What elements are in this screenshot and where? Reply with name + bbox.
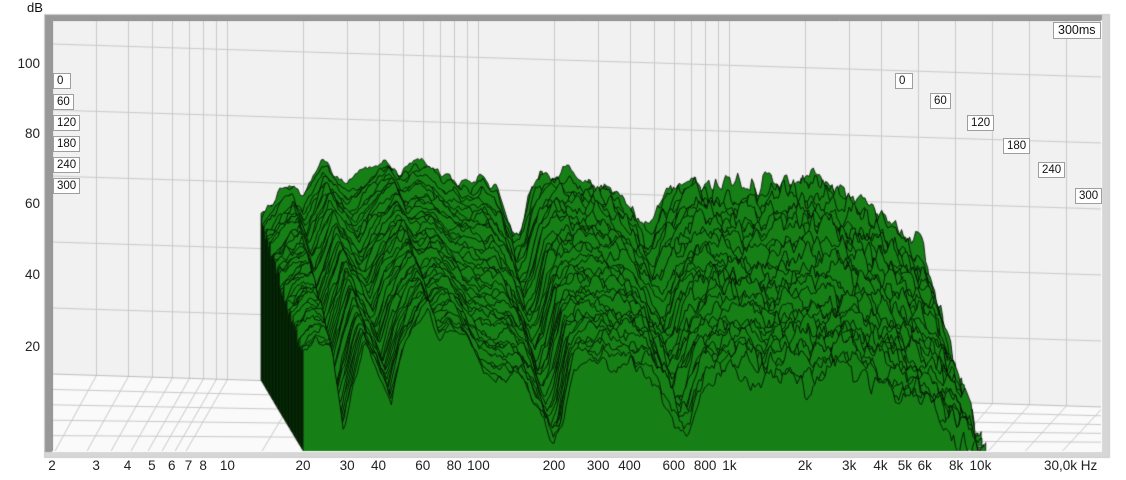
- x-tick-label: 60: [415, 458, 431, 473]
- time-slice-label-left: 240: [53, 157, 81, 173]
- x-tick-label: 6k: [917, 458, 932, 473]
- x-tick-label: 7: [184, 458, 193, 473]
- time-slice-label-right: 240: [1038, 162, 1066, 178]
- x-tick-label: 3: [92, 458, 100, 473]
- time-slice-label-right: 120: [967, 115, 995, 131]
- x-tick-label: 20: [295, 458, 311, 473]
- y-tick-label: 20: [24, 339, 40, 354]
- y-axis-title: dB: [27, 0, 43, 15]
- x-tick-label: 30: [339, 458, 355, 473]
- x-tick-label: 40: [371, 458, 387, 473]
- x-tick-label: 10: [219, 458, 235, 473]
- x-tick-label: 800: [693, 458, 717, 473]
- time-slice-label-right: 180: [1003, 138, 1031, 154]
- time-slice-label-left: 300: [53, 178, 81, 194]
- y-tick-label: 60: [24, 196, 40, 211]
- time-slice-label-right: 0: [895, 73, 913, 89]
- x-tick-label: 2: [48, 458, 56, 473]
- x-tick-label: 8k: [948, 458, 964, 473]
- x-tick-label: 2k: [797, 458, 813, 473]
- x-tick-label: 400: [618, 458, 641, 473]
- time-slice-label-right: 60: [930, 93, 951, 109]
- y-tick-label: 40: [24, 267, 40, 282]
- time-slice-label-left: 60: [53, 94, 74, 110]
- x-tick-label: 4k: [873, 458, 888, 473]
- x-tick-label: 200: [542, 458, 566, 473]
- y-tick-label: 100: [17, 56, 40, 71]
- x-tick-label: 6: [167, 458, 176, 473]
- x-tick-label: 5k: [897, 458, 913, 473]
- time-slice-label-left: 120: [53, 115, 81, 131]
- x-tick-label: 300: [586, 458, 610, 473]
- x-tick-label: 10k: [969, 458, 992, 473]
- x-tick-label: 80: [446, 458, 462, 473]
- time-range-badge: 300ms: [1053, 22, 1101, 39]
- x-tick-label: 1k: [722, 458, 737, 473]
- y-tick-label: 80: [24, 126, 40, 141]
- x-tick-label: 5: [148, 458, 156, 473]
- x-tick-label: 3k: [842, 458, 857, 473]
- time-slice-label-left: 0: [53, 73, 71, 89]
- x-tick-label: 30,0k Hz: [1044, 458, 1098, 473]
- x-tick-label: 600: [662, 458, 686, 473]
- x-tick-label: 100: [467, 458, 490, 473]
- time-slice-label-left: 180: [53, 136, 81, 152]
- x-tick-label: 8: [199, 458, 207, 473]
- time-slice-label-right: 300: [1075, 188, 1103, 204]
- x-tick-label: 4: [123, 458, 132, 473]
